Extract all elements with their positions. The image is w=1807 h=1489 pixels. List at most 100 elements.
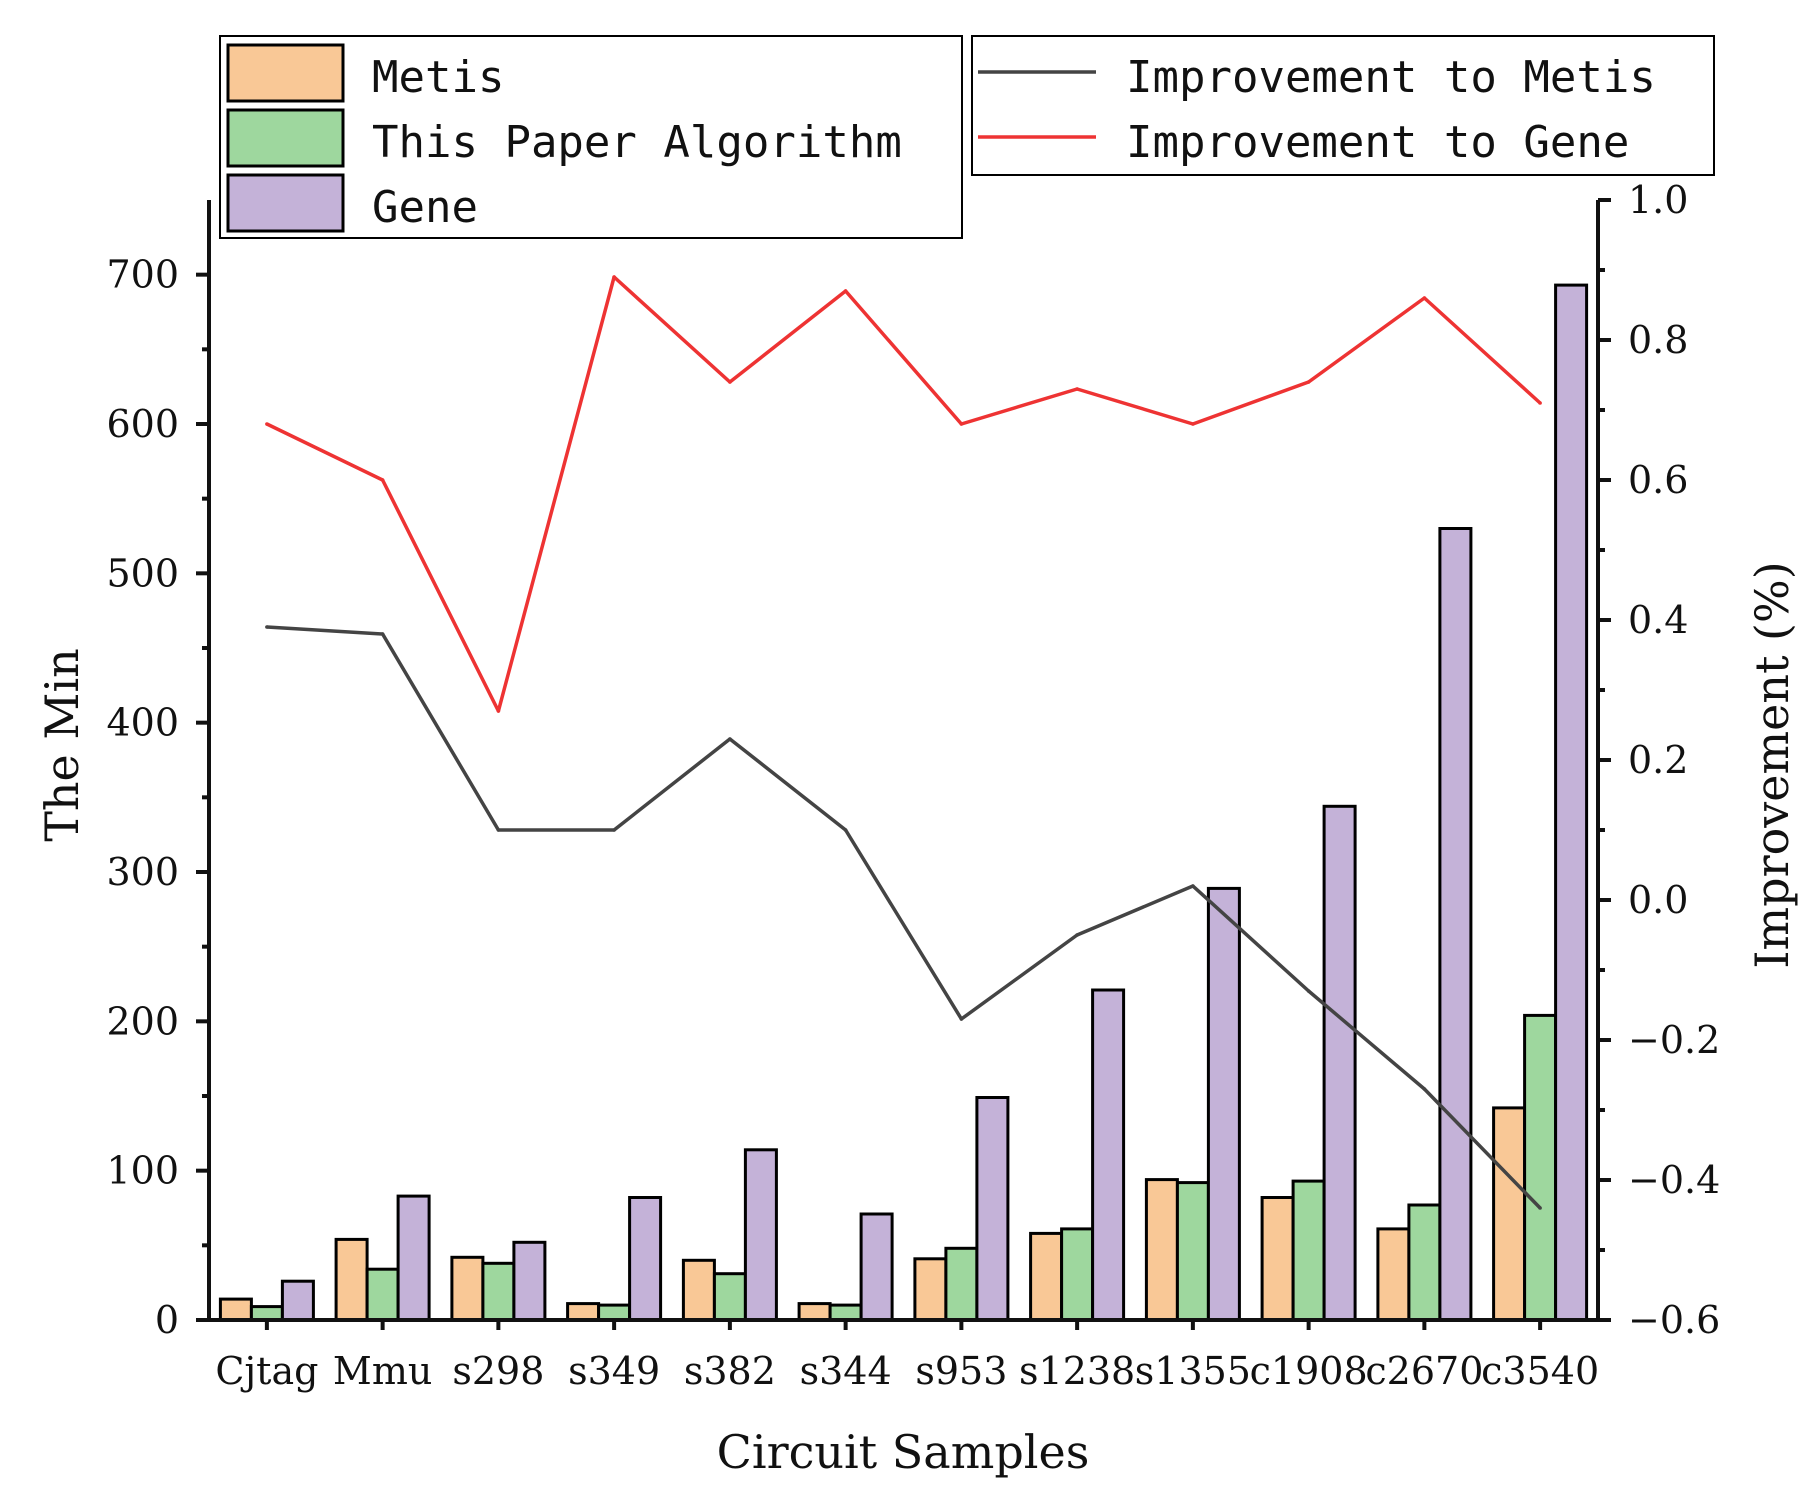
x-tick-label-c1908: c1908: [1250, 1349, 1368, 1393]
right-tick-label-neg0-2: −0.2: [1628, 1018, 1720, 1062]
bar-this-paper-algorithm-s953: [944, 1246, 979, 1322]
lines-layer: [265, 275, 1542, 1210]
bar-this-paper-algorithm-s382: [712, 1272, 747, 1322]
right-tick-label-0-0: 0.0: [1628, 878, 1688, 922]
x-tick-label-cjtag: Cjtag: [215, 1349, 318, 1393]
bar-gene-s382: [743, 1148, 778, 1322]
point-improvement-to-metis-s344: [843, 828, 848, 832]
bar-gene-s349: [628, 1196, 663, 1322]
point-improvement-to-metis-c1908: [1306, 989, 1311, 993]
axes-layer: [207, 200, 1600, 1322]
bar-metis-c3540: [1492, 1106, 1527, 1322]
left-tick-label-600: 600: [106, 402, 179, 446]
bar-metis-s1238: [1029, 1231, 1064, 1322]
point-improvement-to-metis-s349: [612, 828, 616, 832]
left-tick-label-100: 100: [106, 1149, 179, 1193]
point-improvement-to-metis-s953: [959, 1017, 964, 1021]
legend-label-this-paper-algorithm: This Paper Algorithm: [372, 117, 902, 168]
point-improvement-to-metis-cjtag: [265, 625, 269, 629]
point-improvement-to-metis-c3540: [1538, 1206, 1542, 1210]
x-tick-labels: Cjtag Mmu s298 s349 s382 s344 s953 s1238 s1355c1…: [215, 1320, 1599, 1393]
bar-gene-s1355: [1206, 886, 1241, 1322]
legend-label-improvement-to-metis: Improvement to Metis: [1126, 52, 1656, 103]
x-tick-label-mmu: Mmu: [333, 1349, 432, 1393]
point-improvement-to-metis-s382: [728, 737, 732, 741]
legend-label-gene: Gene: [372, 182, 478, 233]
point-improvement-to-gene-s953: [959, 422, 964, 426]
bars-layer: [218, 283, 1589, 1322]
bar-this-paper-algorithm-c1908: [1291, 1179, 1326, 1322]
point-improvement-to-gene-s298: [496, 709, 501, 713]
x-tick-label-s953: s953: [915, 1349, 1007, 1393]
legend-bars: Metis This Paper Algorithm Gene: [219, 35, 963, 239]
point-improvement-to-gene-c2670: [1422, 296, 1427, 300]
bar-metis-s382: [681, 1258, 716, 1322]
x-tick-label-c2670: c2670: [1365, 1349, 1483, 1393]
point-improvement-to-gene-s1355: [1191, 422, 1195, 426]
right-tick-label-0-4: 0.4: [1628, 598, 1688, 642]
left-tick-label-0: 0: [155, 1298, 179, 1342]
bar-metis-cjtag: [218, 1297, 253, 1322]
left-y-axis-title: The Min: [35, 648, 89, 842]
bar-this-paper-algorithm-s298: [481, 1261, 516, 1322]
x-tick-label-s344: s344: [800, 1349, 892, 1393]
legend-swatch-metis: [226, 43, 345, 103]
legend-label-improvement-to-gene: Improvement to Gene: [1126, 117, 1629, 168]
x-tick-label-s349: s349: [568, 1349, 660, 1393]
x-tick-label-c3540: c3540: [1481, 1349, 1599, 1393]
right-tick-label-1-0: 1.0: [1628, 178, 1688, 222]
bar-gene-s953: [975, 1096, 1010, 1322]
bar-metis-mmu: [334, 1237, 369, 1322]
line-improvement-to-gene: [266, 275, 1542, 713]
bar-this-paper-algorithm-c2670: [1407, 1203, 1442, 1322]
bar-metis-s1355: [1144, 1178, 1179, 1322]
x-tick-label-s382: s382: [684, 1349, 776, 1393]
right-ticks: −0.6 −0.4 −0.2 0.0 0.2 0.4 0.6 0.8 1.0: [1598, 178, 1720, 1342]
bar-gene-c3540: [1554, 283, 1589, 1322]
bar-this-paper-algorithm-s349: [597, 1303, 632, 1322]
legend-swatch-this-paper-algorithm: [226, 108, 345, 168]
point-improvement-to-gene-s1238: [1075, 387, 1079, 391]
point-improvement-to-metis-s1238: [1075, 933, 1079, 937]
bar-this-paper-algorithm-cjtag: [249, 1305, 284, 1322]
point-improvement-to-gene-s382: [728, 380, 732, 384]
x-axis-title: Circuit Samples: [717, 1425, 1090, 1479]
bar-metis-s349: [566, 1302, 601, 1322]
left-tick-label-300: 300: [106, 850, 179, 894]
bar-this-paper-algorithm-c3540: [1523, 1013, 1558, 1322]
point-improvement-to-gene-cjtag: [265, 422, 269, 426]
x-tick-label-s298: s298: [452, 1349, 544, 1393]
x-tick-label-s1355: s1355: [1135, 1349, 1251, 1393]
bar-metis-s344: [797, 1302, 832, 1322]
bar-metis-c2670: [1376, 1227, 1411, 1322]
bar-gene-c2670: [1438, 527, 1473, 1322]
right-y-axis-title: Improvement (%): [1745, 561, 1799, 968]
bar-metis-s953: [913, 1257, 948, 1322]
bar-metis-c1908: [1260, 1196, 1295, 1322]
bar-gene-c1908: [1322, 804, 1357, 1322]
point-improvement-to-gene-c1908: [1306, 380, 1311, 384]
left-tick-label-700: 700: [106, 253, 179, 297]
point-improvement-to-metis-mmu: [380, 632, 385, 636]
left-tick-label-500: 500: [106, 551, 179, 595]
legend-lines: Improvement to Metis Improvement to Gene: [971, 35, 1715, 176]
bar-this-paper-algorithm-s344: [828, 1303, 863, 1322]
bar-gene-s344: [859, 1212, 894, 1322]
left-tick-label-400: 400: [106, 701, 179, 745]
bar-gene-cjtag: [280, 1279, 315, 1322]
right-tick-label-0-6: 0.6: [1628, 458, 1688, 502]
bar-this-paper-algorithm-mmu: [365, 1267, 400, 1322]
line-improvement-to-metis: [266, 625, 1542, 1210]
bar-gene-s298: [512, 1240, 547, 1322]
bar-gene-s1238: [1091, 988, 1126, 1322]
point-improvement-to-gene-c3540: [1538, 401, 1542, 405]
left-ticks: 0 100 200 300 400 500 600 700: [106, 253, 209, 1342]
legend-label-metis: Metis: [372, 52, 504, 103]
point-improvement-to-metis-s298: [496, 828, 501, 832]
bar-this-paper-algorithm-s1238: [1060, 1227, 1095, 1322]
right-tick-label-neg0-4: −0.4: [1628, 1158, 1720, 1202]
point-improvement-to-metis-c2670: [1422, 1087, 1427, 1091]
right-tick-label-neg0-6: −0.6: [1628, 1298, 1720, 1342]
